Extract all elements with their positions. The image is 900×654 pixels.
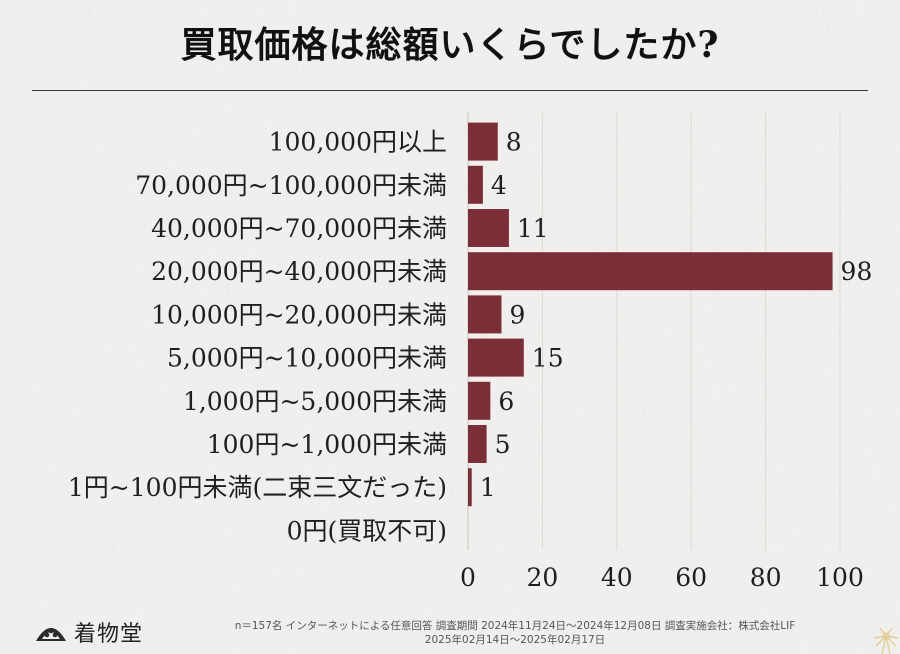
bar (468, 122, 498, 161)
category-label: 0円(買取不可) (287, 516, 447, 545)
category-label: 100,000円以上 (269, 128, 447, 157)
bar (468, 425, 487, 463)
bar (468, 468, 472, 507)
bar (468, 381, 491, 420)
data-label: 98 (841, 257, 873, 286)
data-label: 15 (532, 344, 564, 373)
bar (468, 165, 483, 204)
x-tick-label: 60 (675, 563, 707, 592)
data-label: 6 (498, 387, 514, 416)
category-label: 70,000円~100,000円未満 (135, 171, 447, 200)
bar (468, 252, 833, 291)
category-label: 20,000円~40,000円未満 (151, 257, 447, 286)
category-label: 1円~100円未満(二束三文だった) (68, 473, 447, 502)
survey-note-line1: n＝157名 インターネットによる任意回答 調査期間 2024年11月24日～2… (234, 620, 796, 632)
category-label: 10,000円~20,000円未満 (151, 300, 447, 329)
data-label: 5 (495, 430, 511, 459)
bar (468, 209, 509, 247)
flower-ornament-icon (873, 627, 899, 654)
data-label: 8 (506, 128, 522, 157)
category-label: 1,000円~5,000円未満 (183, 387, 447, 416)
data-label: 4 (491, 171, 507, 200)
brand-name: 着物堂 (74, 622, 144, 647)
x-tick-label: 80 (750, 563, 782, 592)
data-label: 9 (509, 300, 525, 329)
data-label: 11 (517, 214, 549, 243)
x-tick-label: 40 (601, 563, 633, 592)
bar (468, 295, 502, 334)
x-tick-label: 100 (816, 563, 864, 592)
x-tick-label: 20 (526, 563, 558, 592)
category-label: 40,000円~70,000円未満 (151, 214, 447, 243)
title-divider (32, 90, 868, 91)
x-tick-label: 0 (460, 563, 476, 592)
fan-logo-icon (36, 628, 66, 641)
survey-note: n＝157名 インターネットによる任意回答 調査期間 2024年11月24日～2… (170, 619, 860, 647)
bar (468, 338, 524, 377)
category-label: 100円~1,000円未満 (207, 430, 447, 459)
brand-logo: 着物堂 (34, 616, 143, 648)
survey-note-line2: 2025年02月14日～2025年02月17日 (424, 634, 606, 646)
category-label: 5,000円~10,000円未満 (167, 344, 447, 373)
chart-title: 買取価格は総額いくらでしたか? (180, 24, 720, 66)
data-label: 1 (480, 473, 496, 502)
